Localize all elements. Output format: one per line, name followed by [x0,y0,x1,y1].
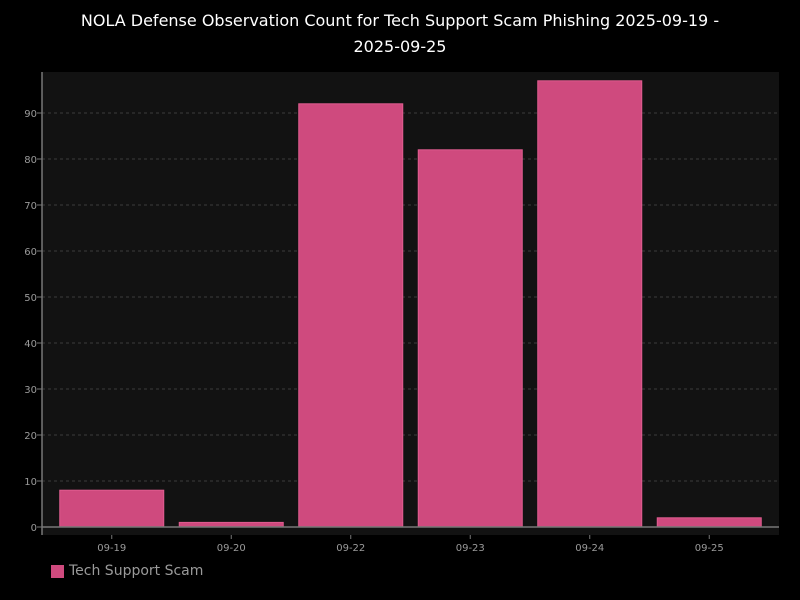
y-tick-label: 70 [24,201,37,212]
y-tick-label: 50 [24,293,37,304]
chart-title-line-2: 2025-09-25 [353,37,447,56]
bars [59,80,762,528]
x-tick-label: 09-25 [695,543,724,554]
y-tick-label: 30 [24,385,37,396]
y-tick-labels: 0 10 20 30 40 50 60 70 80 90 [24,109,42,534]
legend-swatch [51,564,64,578]
bar-09-22 [298,103,404,528]
legend: Tech Support Scam [51,563,203,579]
y-tick-label: 80 [24,155,37,166]
plot-area [42,72,779,535]
legend-label: Tech Support Scam [69,563,204,579]
chart-title-line-1: NOLA Defense Observation Count for Tech … [80,11,720,30]
y-tick-label: 0 [31,523,37,534]
x-tick-labels: 09-19 09-20 09-22 09-23 09-24 09-25 [97,535,724,554]
chart-title: NOLA Defense Observation Count for Tech … [0,8,800,60]
y-tick-label: 10 [24,477,37,488]
y-tick-label: 90 [24,109,37,120]
x-tick-label: 09-20 [217,543,246,554]
bar-09-19 [59,489,165,528]
gridlines [42,112,779,482]
bar-09-25 [656,517,762,528]
x-tick-label: 09-22 [336,543,365,554]
y-tick-label: 60 [24,247,37,258]
y-tick-label: 20 [24,431,37,442]
x-tick-label: 09-19 [97,543,126,554]
x-tick-label: 09-23 [456,543,485,554]
y-tick-label: 40 [24,339,37,350]
bar-09-23 [417,149,523,528]
bar-09-24 [537,80,643,528]
x-tick-label: 09-24 [575,543,604,554]
